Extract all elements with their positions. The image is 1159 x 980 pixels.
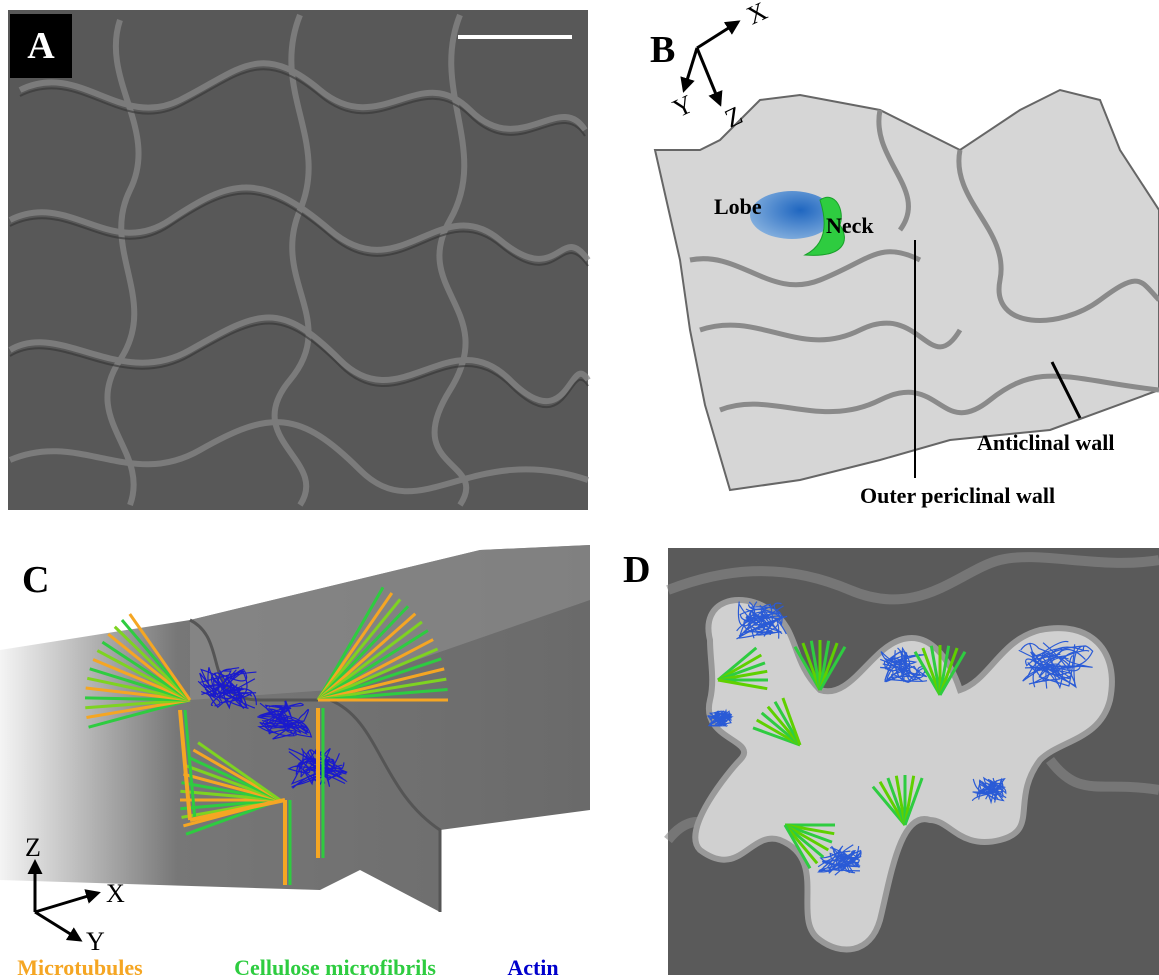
figure: A Lobe Neck Anticlinal wall Outer pericl…: [0, 0, 1159, 980]
axis-arrow: [697, 48, 720, 104]
axis-arrow: [35, 893, 98, 912]
panel-label: D: [623, 549, 650, 591]
legend-entry: Cellulose microfibrils: [234, 955, 436, 980]
axes-glyph: [684, 22, 738, 104]
panel-label: B: [650, 29, 675, 71]
panel-label: C: [22, 559, 49, 601]
annotation: Neck: [826, 213, 874, 238]
annotation: Outer periclinal wall: [860, 483, 1055, 508]
legend-entry: Microtubules: [17, 955, 143, 980]
sem-image: [8, 10, 588, 510]
page: Figure {"panels": [ {"label": "A"}, {"la…: [0, 0, 1159, 980]
axis-label: Y: [668, 89, 697, 123]
axis-arrow: [35, 912, 80, 940]
legend: Microtubules Cellulose microfibrils Acti…: [17, 955, 558, 980]
axis-arrow: [697, 22, 738, 48]
panel-d: D: [623, 548, 1159, 975]
axis-label: X: [106, 879, 125, 908]
legend-entry: Actin: [507, 955, 558, 980]
axis-arrow: [684, 48, 697, 90]
axis-label: X: [742, 0, 771, 30]
panel-a: A: [8, 10, 588, 510]
annotation: Lobe: [714, 194, 762, 219]
body: A Lobe Neck Anticlinal wall Outer pericl…: [0, 0, 1159, 980]
panel-label: A: [27, 25, 55, 67]
axis-label: Y: [86, 927, 105, 956]
panel-c: C Z X Y: [0, 545, 590, 956]
axis-label: Z: [25, 833, 41, 862]
lobe-region: [750, 191, 834, 239]
annotation: Anticlinal wall: [977, 430, 1115, 455]
panel-b: Lobe Neck Anticlinal wall Outer periclin…: [650, 0, 1159, 508]
